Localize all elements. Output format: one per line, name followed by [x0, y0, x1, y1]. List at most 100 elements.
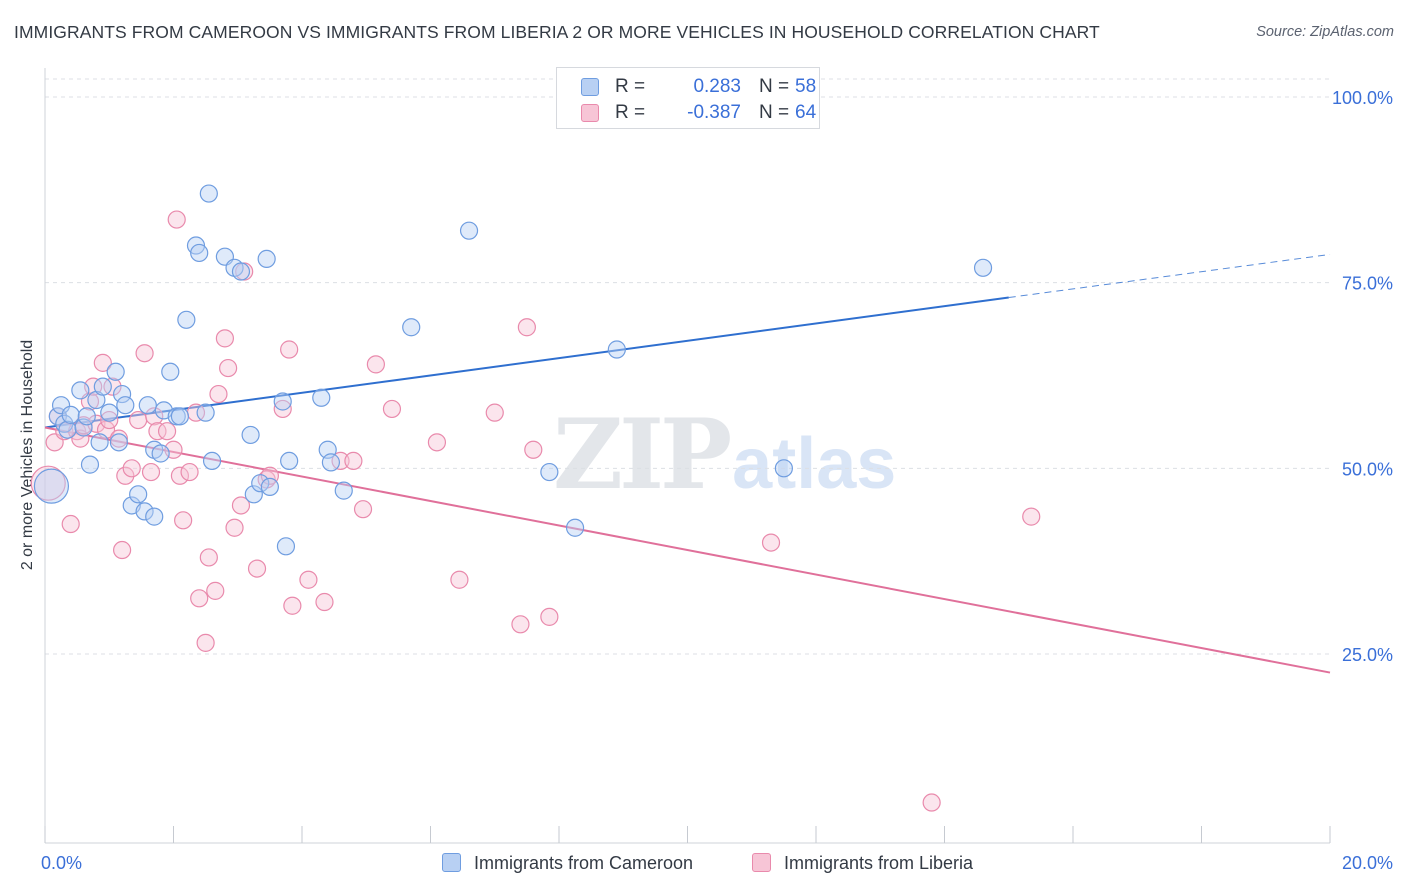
point-cameroon — [244, 485, 263, 504]
point-liberia — [353, 500, 373, 519]
point-cameroon — [93, 377, 112, 396]
point-liberia — [61, 514, 80, 534]
point-liberia — [331, 451, 350, 471]
point-liberia — [167, 210, 186, 229]
point-cameroon — [138, 396, 157, 415]
point-liberia — [141, 462, 161, 482]
point-cameroon — [190, 243, 209, 263]
point-cameroon — [607, 340, 626, 359]
trend-lines — [44, 253, 1331, 674]
point-cameroon — [112, 384, 132, 404]
series-swatch-cameroon — [442, 853, 461, 872]
point-liberia — [206, 581, 225, 600]
point-liberia — [30, 465, 66, 501]
point-cameroon — [196, 403, 215, 422]
point-cameroon — [151, 444, 170, 463]
point-cameroon — [170, 407, 190, 426]
point-liberia — [283, 596, 302, 615]
point-liberia — [93, 353, 112, 372]
series-label-liberia: Immigrants from Liberia — [784, 853, 974, 873]
point-cameroon — [74, 418, 93, 437]
point-liberia — [103, 377, 122, 396]
trend-extension-cameroon — [1008, 253, 1331, 299]
data-points — [30, 87, 1041, 812]
legend-n-value: 58 — [795, 76, 817, 97]
point-cameroon — [202, 451, 222, 471]
point-cameroon — [77, 407, 96, 426]
point-cameroon — [231, 262, 251, 281]
point-cameroon — [251, 474, 270, 493]
point-cameroon — [276, 537, 296, 556]
point-liberia — [129, 410, 148, 430]
point-cameroon — [106, 362, 125, 381]
point-liberia — [71, 429, 90, 448]
trend-line-cameroon — [44, 296, 1009, 429]
point-cameroon — [973, 258, 993, 277]
point-liberia — [280, 340, 299, 359]
point-cameroon — [199, 184, 218, 203]
point-liberia — [761, 533, 781, 552]
point-liberia — [116, 466, 135, 485]
point-cameroon — [774, 459, 793, 478]
point-cameroon — [135, 502, 154, 521]
point-liberia — [524, 440, 543, 459]
point-liberia — [170, 466, 190, 485]
y-tick-label: 75.0% — [1342, 274, 1393, 294]
series-swatch-liberia — [752, 853, 771, 872]
point-liberia — [190, 589, 209, 608]
point-cameroon — [90, 433, 109, 452]
point-liberia — [209, 384, 228, 404]
source-label: Source: ZipAtlas.com — [1256, 24, 1394, 40]
point-liberia — [247, 559, 267, 578]
correlation-legend: R = 0.283 N = 58 R = -0.387 N = 64 — [556, 67, 820, 129]
point-cameroon — [80, 455, 100, 474]
chart-title: IMMIGRANTS FROM CAMEROON VS IMMIGRANTS F… — [14, 22, 1100, 42]
legend-n-label: N = — [759, 102, 790, 123]
point-liberia — [450, 570, 469, 589]
point-liberia — [157, 422, 177, 441]
point-liberia — [112, 540, 132, 560]
axes — [44, 68, 1331, 844]
point-liberia — [135, 344, 154, 363]
point-cameroon — [71, 381, 90, 400]
point-cameroon — [402, 318, 421, 337]
point-liberia — [517, 318, 536, 337]
point-cameroon — [33, 468, 70, 504]
point-liberia — [427, 433, 447, 452]
point-cameroon — [129, 485, 148, 504]
point-liberia — [145, 407, 164, 426]
point-cameroon — [459, 221, 479, 240]
legend-n-value: 64 — [795, 102, 817, 123]
point-liberia — [148, 422, 167, 441]
point-cameroon — [177, 310, 196, 329]
point-liberia — [315, 592, 334, 612]
x-tick-label: 20.0% — [1342, 853, 1393, 873]
point-liberia — [344, 451, 363, 471]
legend-n-label: N = — [759, 76, 790, 97]
point-cameroon — [273, 392, 292, 411]
point-liberia — [1022, 507, 1041, 526]
point-cameroon — [161, 362, 180, 381]
point-cameroon — [260, 477, 279, 496]
y-tick-label: 25.0% — [1342, 645, 1393, 665]
point-cameroon — [565, 518, 585, 537]
legend-r-value: -0.387 — [687, 102, 741, 123]
point-liberia — [215, 329, 234, 348]
legend-r-label: R = — [615, 76, 646, 97]
point-liberia — [366, 355, 385, 374]
point-liberia — [511, 615, 530, 634]
point-cameroon — [61, 405, 80, 424]
point-cameroon — [58, 420, 77, 439]
legend-r-value: 0.283 — [693, 76, 741, 97]
legend-swatch-liberia — [581, 104, 599, 122]
point-liberia — [199, 548, 218, 567]
point-cameroon — [109, 433, 128, 452]
point-cameroon — [312, 388, 331, 407]
point-cameroon — [280, 451, 299, 471]
point-cameroon — [321, 453, 341, 472]
legend-r-label: R = — [615, 102, 646, 123]
point-liberia — [273, 399, 292, 419]
point-cameroon — [540, 462, 559, 482]
point-liberia — [225, 518, 244, 537]
point-cameroon — [51, 396, 71, 415]
